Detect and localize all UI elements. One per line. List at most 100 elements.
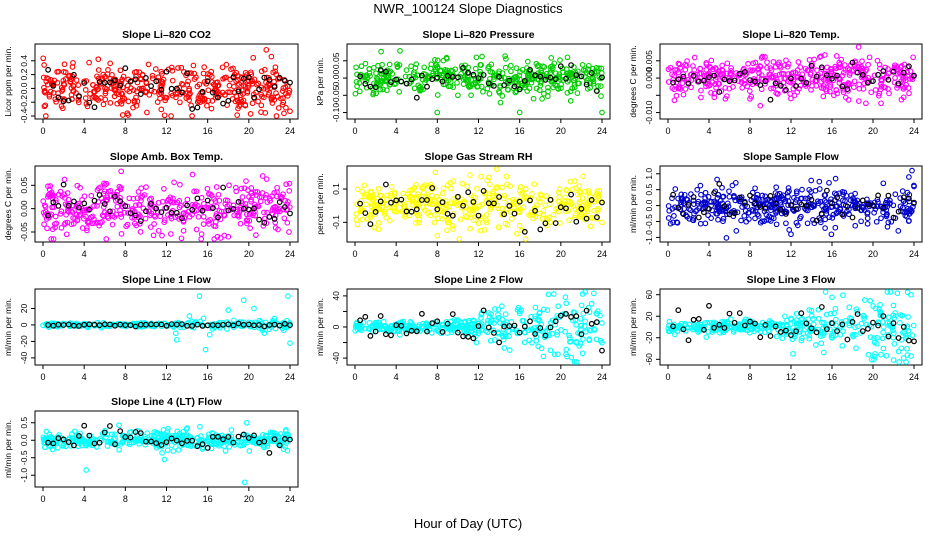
- highlight-point: [282, 204, 288, 210]
- data-point: [377, 80, 384, 86]
- highlight-point: [496, 73, 503, 80]
- y-tick-label: 0.4: [19, 55, 29, 67]
- data-point: [439, 322, 446, 329]
- data-point: [746, 216, 752, 222]
- data-point: [757, 102, 764, 109]
- highlight-point: [552, 76, 559, 82]
- data-point: [906, 174, 912, 180]
- data-point: [136, 440, 142, 447]
- highlight-point: [542, 76, 549, 83]
- data-point: [562, 208, 569, 215]
- highlight-point: [890, 68, 897, 75]
- highlight-point: [50, 199, 57, 206]
- data-point: [836, 200, 842, 206]
- data-point: [46, 431, 53, 438]
- data-point: [554, 331, 561, 338]
- data-point: [580, 310, 587, 317]
- data-point: [597, 312, 603, 319]
- data-point: [770, 59, 777, 65]
- data-point: [804, 220, 811, 227]
- highlight-point: [875, 322, 881, 329]
- data-point: [711, 94, 718, 101]
- data-point: [814, 67, 820, 74]
- data-point: [413, 61, 420, 67]
- data-point: [830, 332, 837, 339]
- highlight-point: [362, 210, 369, 217]
- highlight-point: [834, 328, 840, 335]
- data-point: [724, 325, 731, 332]
- data-point: [217, 235, 224, 241]
- data-point: [493, 166, 500, 172]
- data-point: [514, 329, 521, 336]
- data-point: [835, 208, 842, 215]
- data-point: [387, 217, 393, 224]
- data-point: [573, 322, 580, 328]
- data-point: [907, 76, 913, 82]
- data-point: [43, 428, 50, 435]
- data-point: [353, 64, 359, 71]
- data-point: [885, 314, 892, 321]
- data-point: [40, 55, 47, 62]
- data-point: [563, 300, 570, 307]
- highlight-point: [398, 196, 405, 203]
- highlight-point: [209, 322, 216, 328]
- highlight-point: [199, 441, 206, 448]
- data-point: [380, 318, 387, 325]
- data-point: [480, 88, 486, 95]
- data-point: [174, 428, 181, 435]
- data-point: [250, 212, 256, 219]
- data-point: [878, 351, 884, 358]
- data-point: [707, 320, 713, 326]
- data-point: [280, 446, 287, 453]
- data-point: [396, 88, 403, 95]
- data-point: [92, 220, 98, 226]
- highlight-point: [76, 323, 82, 329]
- highlight-point: [408, 327, 415, 334]
- x-tick-label: 8: [123, 126, 128, 136]
- data-point: [76, 212, 82, 219]
- data-point: [808, 86, 814, 93]
- x-tick-label: 16: [515, 249, 525, 259]
- data-point: [378, 48, 384, 55]
- data-point: [208, 105, 215, 112]
- data-point: [543, 215, 550, 222]
- data-point: [667, 220, 674, 227]
- data-point: [732, 325, 738, 332]
- data-point: [678, 195, 685, 202]
- highlight-point: [501, 323, 508, 330]
- data-point: [195, 214, 202, 220]
- y-tick-label: -0.05: [19, 222, 29, 242]
- highlight-point: [849, 214, 856, 221]
- x-tick-label: 4: [394, 372, 399, 382]
- data-point: [89, 220, 96, 227]
- highlight-point: [142, 74, 149, 81]
- data-point: [478, 311, 485, 318]
- highlight-point: [752, 200, 758, 207]
- data-point: [672, 67, 679, 73]
- highlight-point: [865, 325, 871, 332]
- data-point: [97, 220, 104, 226]
- panel-title: Slope Gas Stream RH: [425, 151, 533, 163]
- data-point: [450, 326, 456, 332]
- highlight-point: [875, 192, 881, 199]
- data-point: [386, 61, 393, 68]
- data-point: [44, 225, 50, 232]
- data-point: [681, 191, 688, 198]
- highlight-point: [256, 216, 263, 223]
- highlight-point: [117, 82, 124, 89]
- data-point: [820, 85, 827, 92]
- data-point: [234, 112, 241, 118]
- data-point: [402, 73, 409, 80]
- data-point: [366, 193, 373, 200]
- data-point: [121, 209, 128, 216]
- data-point: [715, 216, 721, 223]
- highlight-point: [537, 226, 544, 233]
- data-point: [697, 321, 704, 328]
- highlight-point: [91, 104, 98, 111]
- highlight-point: [398, 78, 405, 85]
- highlight-point: [122, 322, 129, 329]
- data-point: [434, 232, 441, 239]
- data-point: [884, 200, 891, 207]
- data-point: [714, 204, 721, 211]
